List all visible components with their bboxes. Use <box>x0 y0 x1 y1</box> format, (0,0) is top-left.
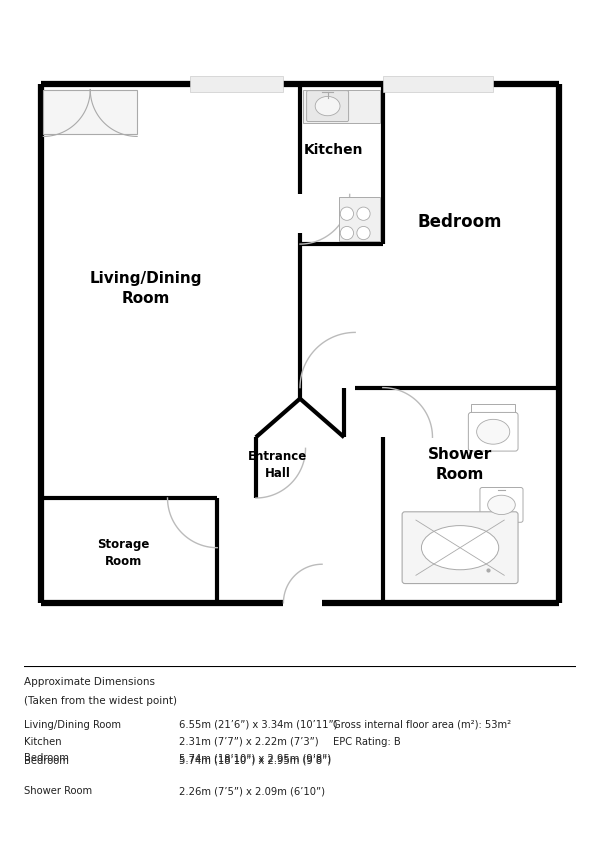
Bar <box>43 90 137 134</box>
Circle shape <box>357 226 370 240</box>
Text: Bedroom: Bedroom <box>24 756 69 766</box>
Bar <box>338 198 380 242</box>
FancyBboxPatch shape <box>307 91 349 121</box>
Text: 5.74m (18’10”) x 2.95m (9’8”): 5.74m (18’10”) x 2.95m (9’8”) <box>179 753 331 763</box>
FancyBboxPatch shape <box>402 512 518 583</box>
Ellipse shape <box>315 97 340 115</box>
Text: Shower
Room: Shower Room <box>428 448 492 483</box>
Text: Bedroom: Bedroom <box>24 753 69 763</box>
Ellipse shape <box>488 495 515 515</box>
Text: Gross internal floor area (m²): 53m²: Gross internal floor area (m²): 53m² <box>333 720 511 730</box>
FancyBboxPatch shape <box>469 412 518 451</box>
Text: 6.55m (21’6”) x 3.34m (10’11”): 6.55m (21’6”) x 3.34m (10’11”) <box>179 720 337 730</box>
Text: Floor Plan: Floor Plan <box>24 810 135 828</box>
Bar <box>471 404 515 421</box>
Bar <box>190 75 283 92</box>
Text: Entrance
Hall: Entrance Hall <box>248 450 308 480</box>
Text: EPC Rating: B: EPC Rating: B <box>333 737 401 746</box>
Bar <box>383 75 493 92</box>
Text: Approximate Dimensions: Approximate Dimensions <box>24 677 155 687</box>
Text: 2.26m (7’5”) x 2.09m (6’10”): 2.26m (7’5”) x 2.09m (6’10”) <box>179 786 325 796</box>
Text: (Taken from the widest point): (Taken from the widest point) <box>24 695 177 706</box>
Text: Kitchen: Kitchen <box>24 737 62 746</box>
Text: Storage
Room: Storage Room <box>97 538 149 568</box>
Text: 5.74m (18’10”) x 2.95m (9’8”): 5.74m (18’10”) x 2.95m (9’8”) <box>179 756 331 766</box>
Ellipse shape <box>476 420 510 444</box>
Circle shape <box>357 207 370 220</box>
FancyBboxPatch shape <box>480 488 523 522</box>
Circle shape <box>340 226 353 240</box>
Text: Living/Dining
Room: Living/Dining Room <box>89 271 202 305</box>
Ellipse shape <box>421 526 499 570</box>
Text: Kitchen: Kitchen <box>304 143 363 157</box>
Text: Living/Dining Room: Living/Dining Room <box>24 720 121 730</box>
Circle shape <box>340 207 353 220</box>
Text: Bedroom: Bedroom <box>418 213 502 231</box>
Bar <box>303 90 380 123</box>
Text: 2.31m (7’7”) x 2.22m (7’3”): 2.31m (7’7”) x 2.22m (7’3”) <box>179 737 318 746</box>
Text: Shower Room: Shower Room <box>24 786 92 796</box>
